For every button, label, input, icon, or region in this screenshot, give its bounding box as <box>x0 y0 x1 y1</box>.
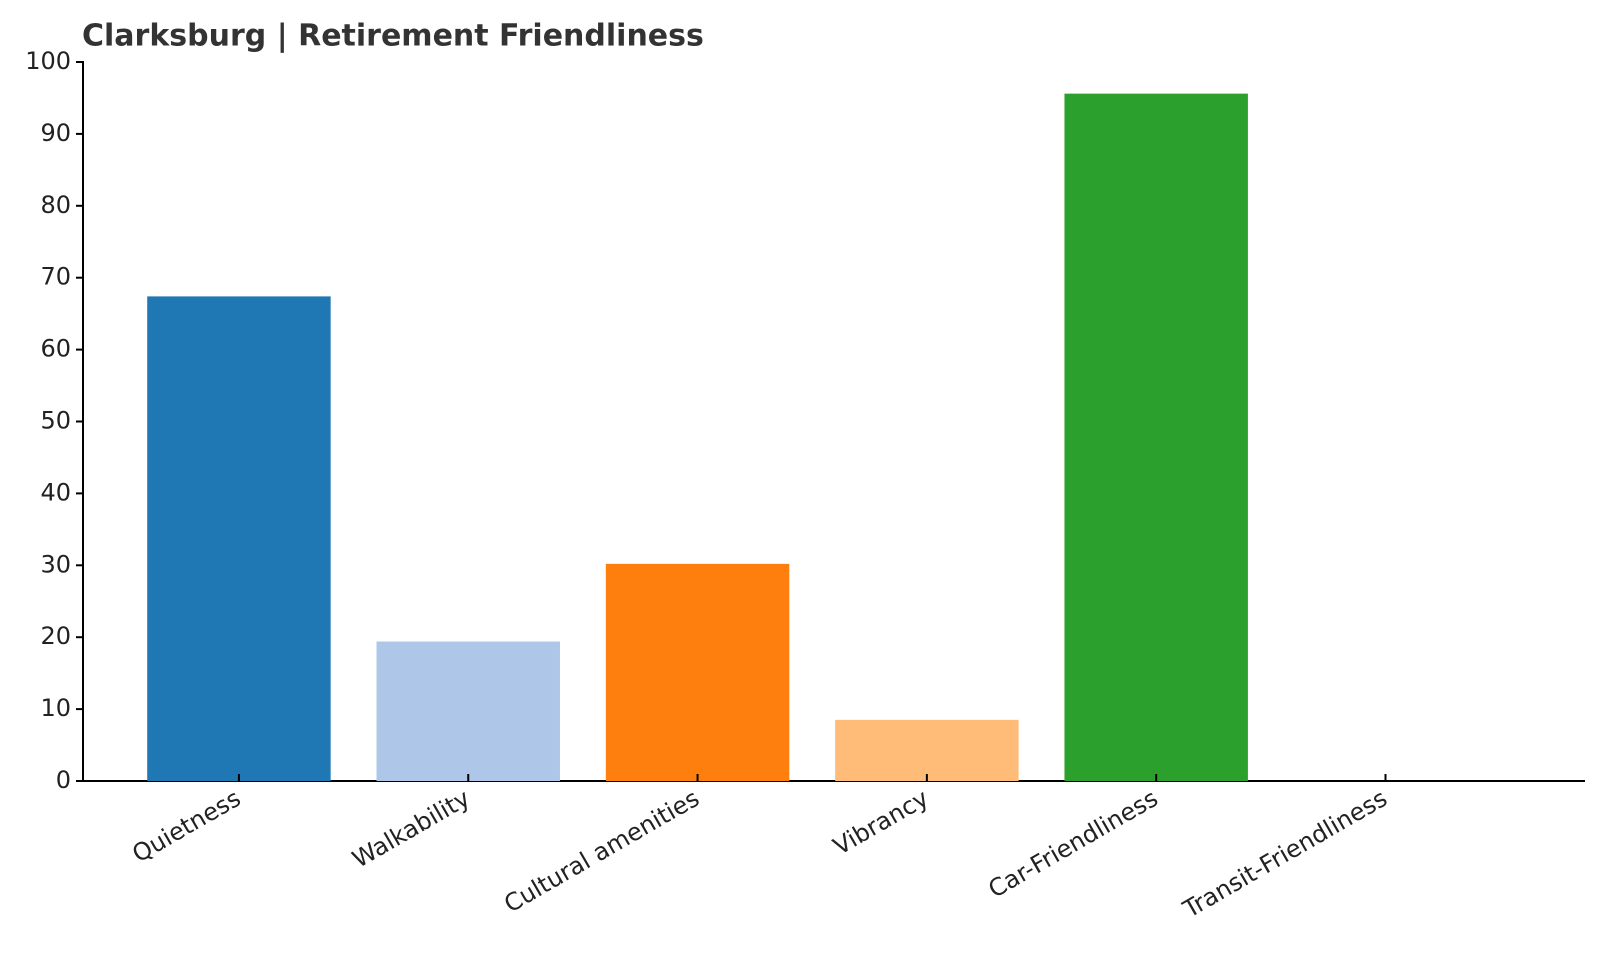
y-tick-label: 20 <box>40 622 71 650</box>
bar <box>835 719 1019 781</box>
bar <box>1064 93 1248 782</box>
bar <box>147 296 331 781</box>
y-tick-label: 80 <box>40 191 71 219</box>
y-tick-label: 30 <box>40 550 71 578</box>
y-tick-label: 50 <box>40 407 71 435</box>
y-tick-label: 90 <box>40 119 71 147</box>
bar <box>376 641 560 781</box>
x-tick-label: Quietness <box>128 784 246 868</box>
chart-title: Clarksburg | Retirement Friendliness <box>82 19 704 54</box>
y-tick-label: 60 <box>40 335 71 363</box>
x-tick-label: Vibrancy <box>828 784 933 861</box>
x-tick-label: Car-Friendliness <box>984 784 1163 904</box>
x-tick-label: Cultural amenities <box>499 784 704 918</box>
y-tick-label: 0 <box>56 766 71 794</box>
bar <box>605 563 790 781</box>
y-tick-label: 100 <box>25 47 71 75</box>
y-tick-label: 40 <box>40 478 71 506</box>
x-tick-label: Transit-Friendliness <box>1178 784 1392 924</box>
x-tick-label: Walkability <box>348 784 475 874</box>
y-tick-label: 70 <box>40 263 71 291</box>
y-tick-label: 10 <box>40 694 71 722</box>
